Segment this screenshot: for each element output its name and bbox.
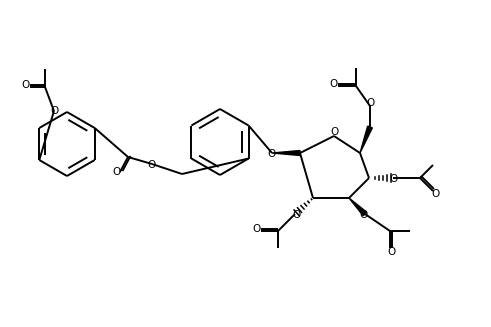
Text: O: O [367, 98, 375, 108]
Text: O: O [113, 167, 121, 177]
Polygon shape [349, 198, 367, 216]
Text: O: O [331, 127, 339, 137]
Polygon shape [272, 150, 300, 156]
Text: O: O [432, 189, 440, 199]
Text: O: O [253, 224, 261, 234]
Text: O: O [148, 160, 156, 170]
Text: O: O [293, 210, 301, 220]
Text: O: O [268, 149, 276, 159]
Text: O: O [22, 80, 30, 90]
Text: O: O [360, 210, 368, 220]
Text: O: O [330, 79, 338, 89]
Text: O: O [390, 174, 398, 184]
Polygon shape [360, 126, 372, 153]
Text: O: O [388, 247, 396, 257]
Text: O: O [51, 106, 59, 116]
